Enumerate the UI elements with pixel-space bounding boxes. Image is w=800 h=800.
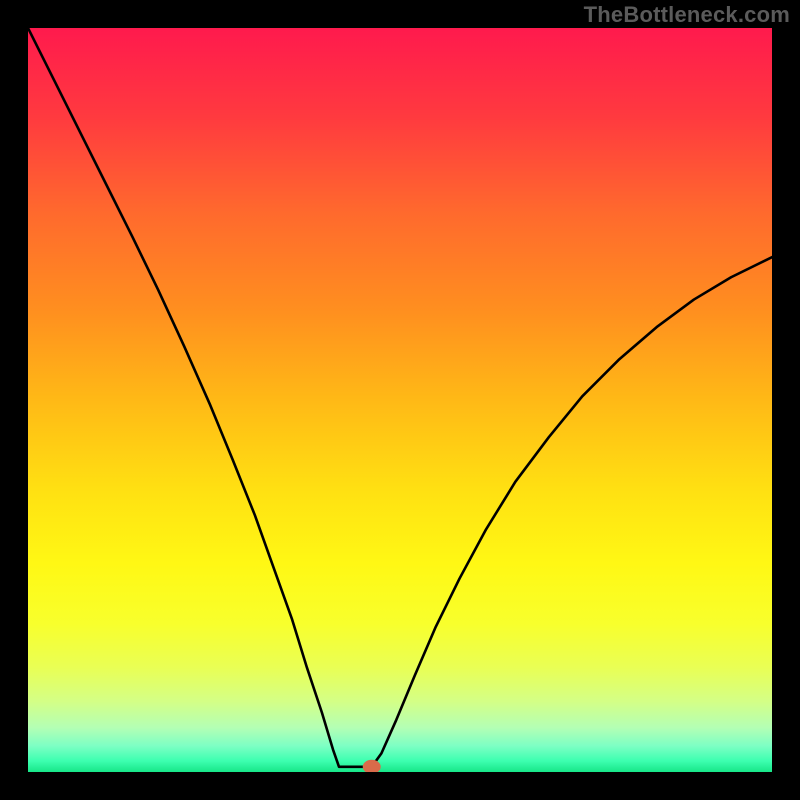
watermark-text: TheBottleneck.com <box>584 2 790 28</box>
bottleneck-curve-chart <box>28 28 772 772</box>
gradient-background <box>28 28 772 772</box>
chart-container: TheBottleneck.com <box>0 0 800 800</box>
plot-area <box>28 28 772 772</box>
